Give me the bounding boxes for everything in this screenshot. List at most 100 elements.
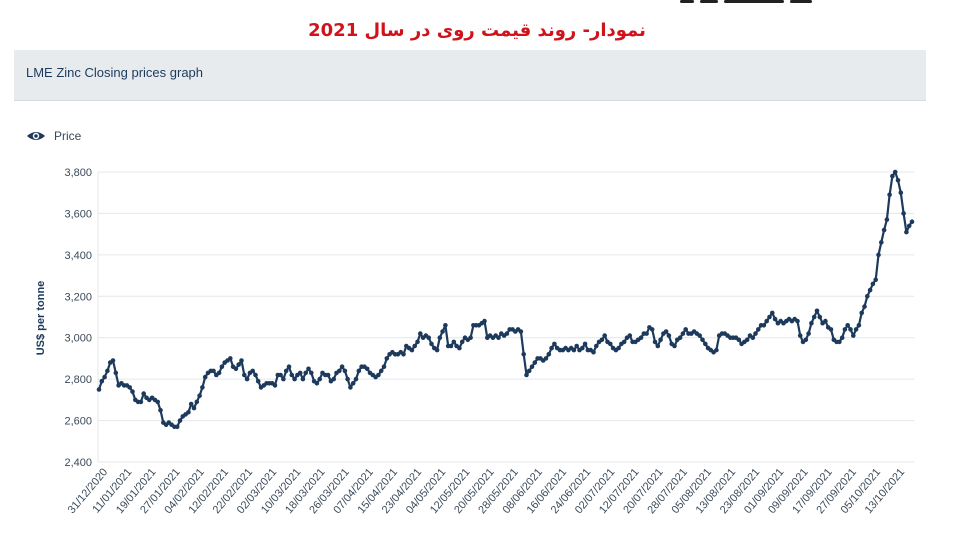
legend-label: Price [54,129,82,143]
data-point [870,281,876,287]
data-point [345,376,350,382]
data-point [105,368,110,374]
data-point [186,410,191,415]
data-point [297,370,303,376]
data-point [211,368,216,374]
data-point [448,343,454,349]
data-point [809,320,814,326]
data-point [242,372,247,378]
data-point [529,364,535,370]
data-point [197,393,202,399]
data-point [890,173,895,179]
data-point [753,331,758,336]
y-tick-labels: 2,400 2,600 2,800 3,000 3,200 3,400 3,600 3,800 [64,167,92,469]
data-point [99,378,105,384]
eye-icon [27,132,45,140]
data-point [549,345,554,351]
data-point [303,370,309,376]
data-point [331,376,337,382]
cropped-top-text [680,0,930,4]
data-point [177,418,183,423]
data-point [309,370,314,376]
data-point [141,391,146,396]
data-point [443,323,448,328]
data-point [283,368,289,374]
data-point [714,347,719,353]
y-tick-label: 3,800 [64,167,92,179]
data-point [842,327,848,332]
data-point [339,364,345,370]
data-point [906,223,912,229]
data-point [879,240,884,245]
data-point [837,339,842,345]
data-point [848,327,853,332]
data-point [459,339,465,345]
data-point [859,310,864,316]
data-point [348,385,353,390]
chart-panel-header: LME Zinc Closing prices graph [14,50,926,101]
data-point [909,219,915,224]
data-point [113,370,119,376]
data-point [233,366,239,372]
page-title: نمودار- روند قیمت روی در سال 2021 [308,20,646,41]
data-point [887,192,892,198]
data-point [680,331,686,336]
data-point [219,364,225,370]
data-point [272,383,278,388]
data-point [591,349,596,355]
series-line-price [97,170,913,428]
data-point [649,327,655,332]
y-tick-label: 2,400 [64,457,92,469]
data-point [811,314,817,320]
data-point [876,252,881,258]
data-point [736,337,742,343]
data-point [644,331,649,336]
data-point [817,314,823,320]
data-point [700,337,705,343]
grid-lines [97,171,914,463]
legend-item-price[interactable]: Price [26,127,81,145]
data-point [384,356,390,361]
data-point [904,229,909,235]
data-point [216,370,222,376]
data-point [599,337,605,343]
data-point [521,352,526,357]
data-point [608,341,613,347]
data-point [571,347,577,353]
data-point [526,368,532,374]
data-point [317,376,323,382]
data-point [356,368,362,374]
data-point [543,356,549,361]
data-point [244,376,250,382]
data-point [376,372,381,378]
data-point [415,339,420,345]
data-point [437,335,443,341]
data-point [627,333,633,338]
data-point [174,424,180,430]
data-point [638,335,644,341]
data-point [873,277,878,283]
panel-title: LME Zinc Closing prices graph [26,65,204,80]
data-point [250,368,255,374]
data-point [418,331,423,336]
data-point [761,323,767,328]
data-point [703,341,708,347]
data-point [130,389,135,394]
data-point [314,381,320,386]
data-point [426,335,432,341]
data-point [892,169,898,175]
data-point [828,327,834,332]
data-point [524,372,529,378]
data-point [200,385,205,390]
data-point [658,337,663,343]
data-point [839,335,845,341]
data-point [401,352,406,357]
data-point [155,399,160,405]
data-point [845,323,850,328]
y-tick-label: 2,800 [64,374,92,386]
data-point [616,345,621,351]
data-point [409,347,415,353]
data-point [353,376,359,382]
data-point [666,333,672,338]
data-point [853,327,859,332]
